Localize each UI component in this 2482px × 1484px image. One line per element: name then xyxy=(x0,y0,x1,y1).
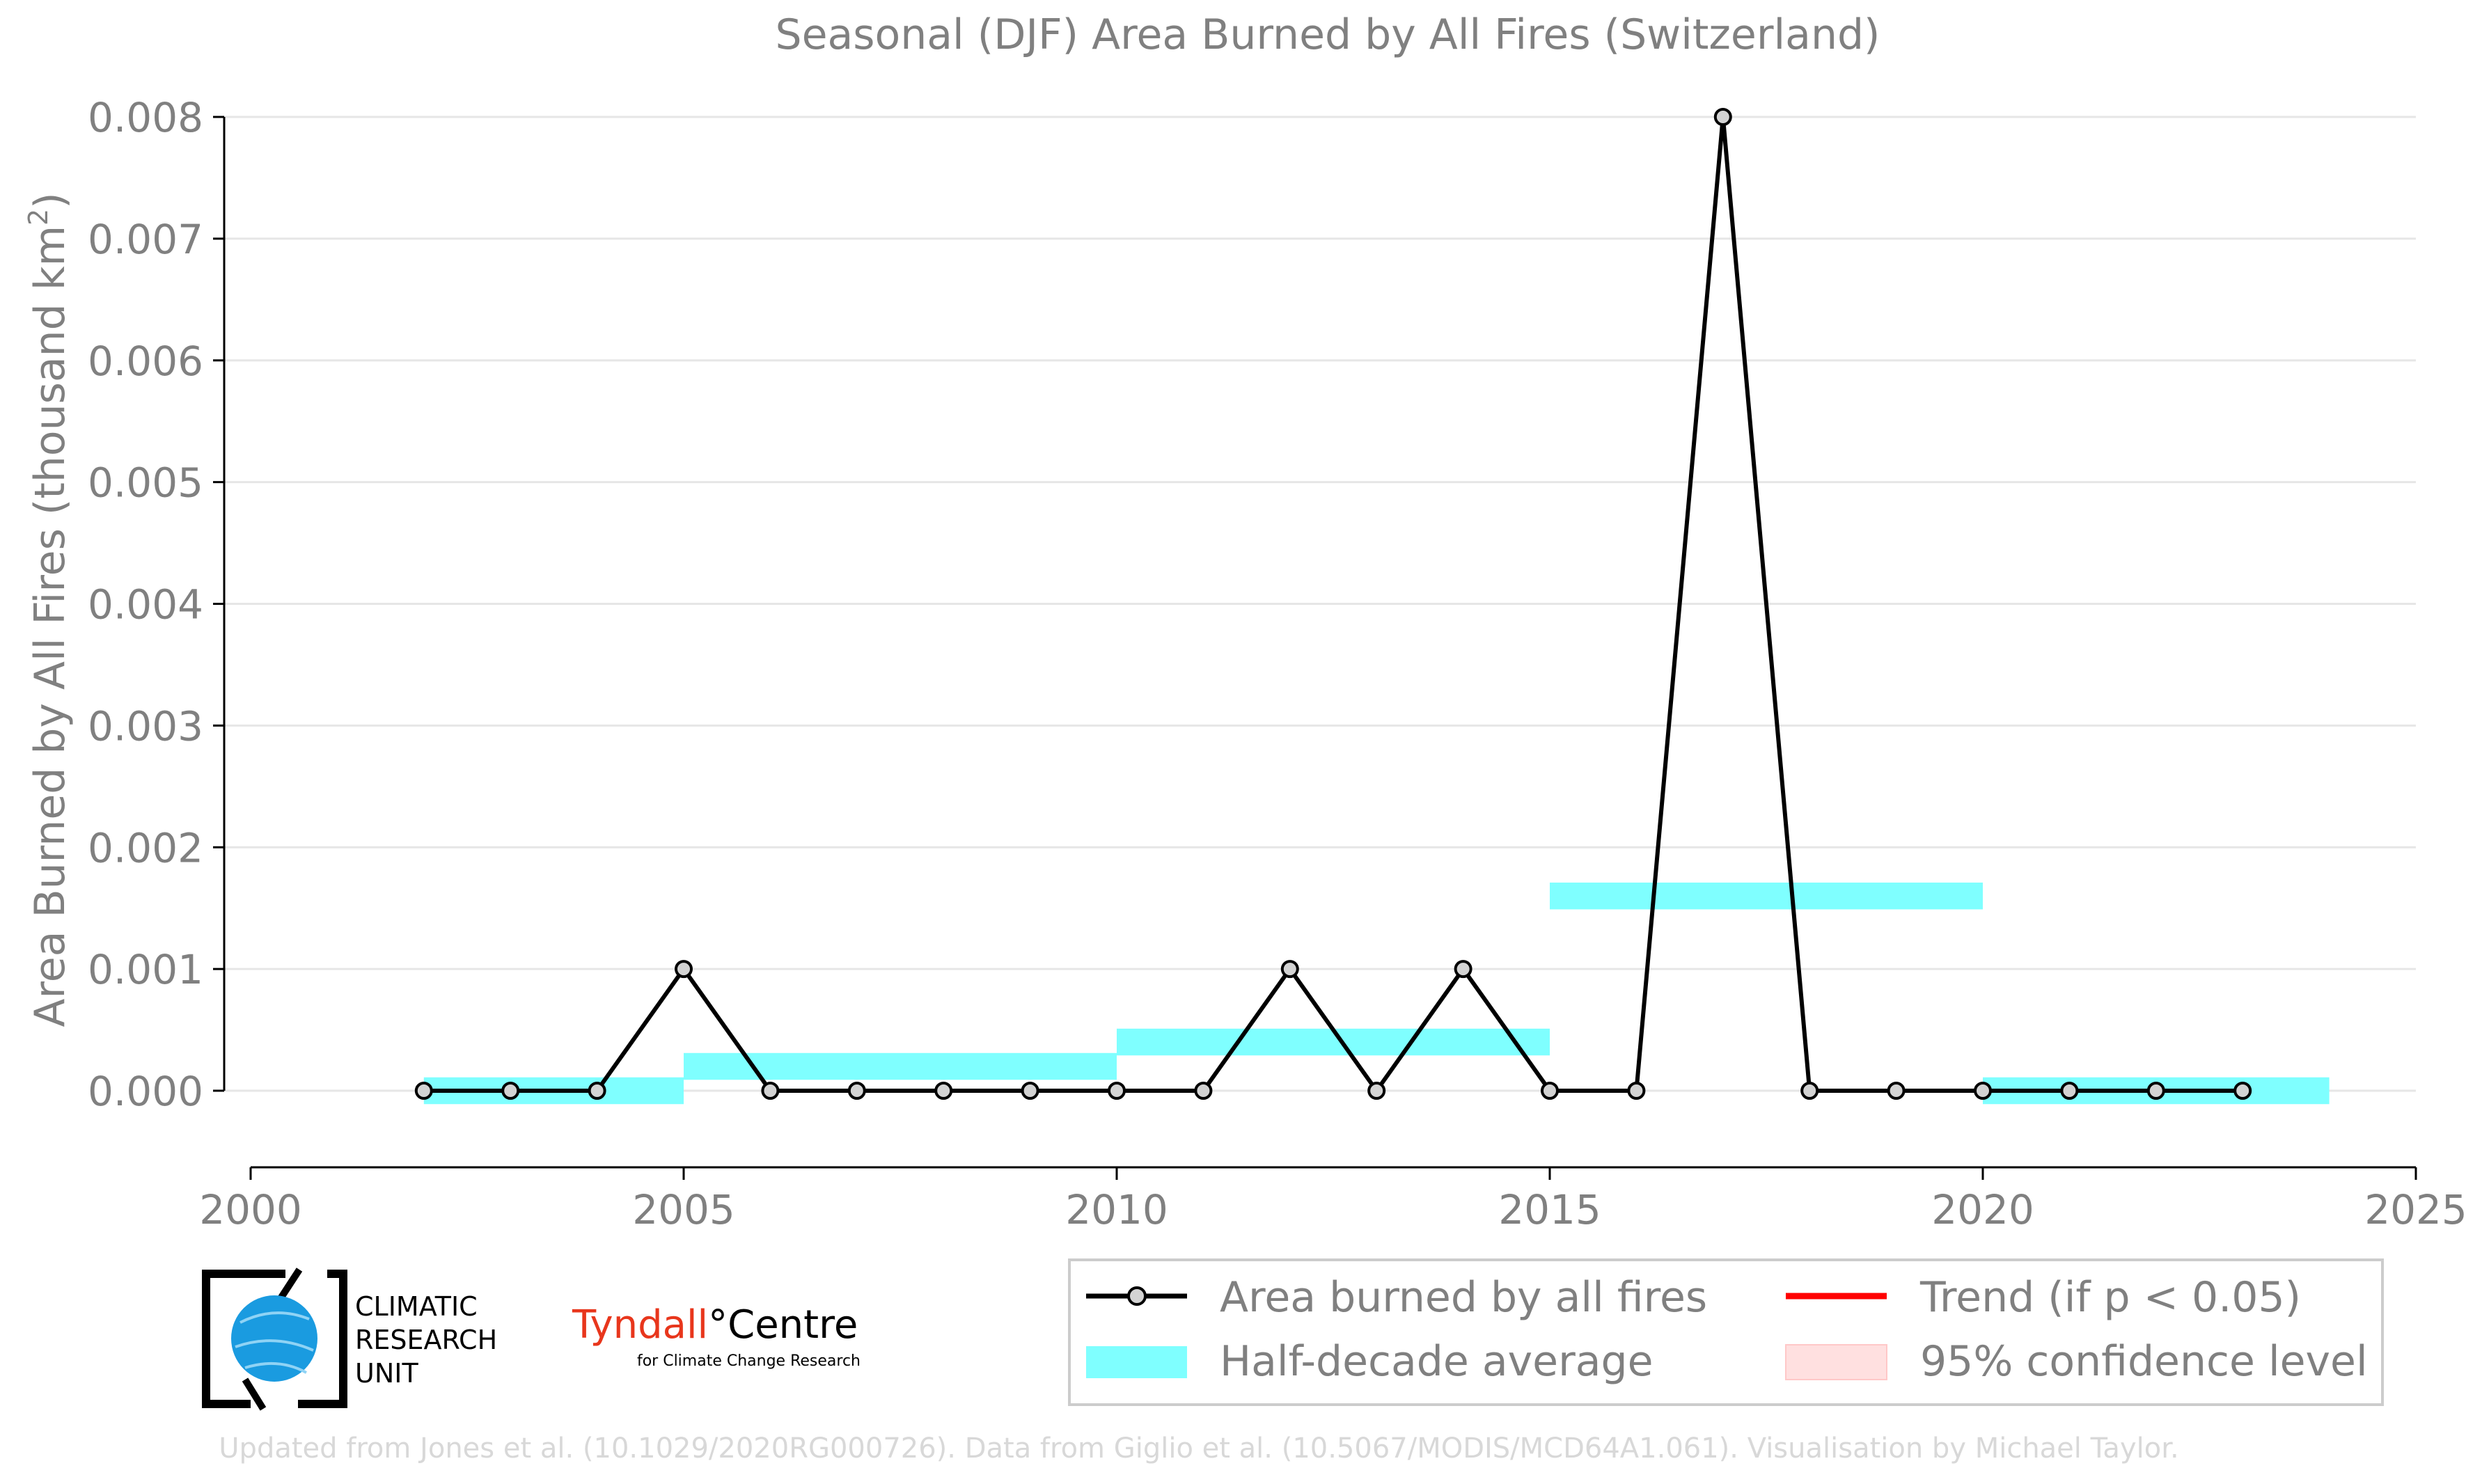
data-point xyxy=(934,1082,953,1100)
legend-label-area-burned: Area burned by all fires xyxy=(1220,1273,1707,1322)
x-tick-label: 2005 xyxy=(632,1186,735,1233)
y-tick-label: 0.004 xyxy=(88,581,203,629)
data-point xyxy=(588,1082,606,1100)
y-tick-label: 0.007 xyxy=(88,216,203,263)
y-tick-label: 0.001 xyxy=(88,946,203,993)
legend-swatch-confidence xyxy=(1785,1344,1887,1380)
cru-frame-icon xyxy=(202,1270,347,1408)
half-decade-average-band xyxy=(684,1052,1117,1080)
data-point xyxy=(1021,1082,1039,1100)
series-lines xyxy=(423,116,2243,1095)
y-tick-label: 0.003 xyxy=(88,702,203,750)
tyndall-degree: ° xyxy=(708,1302,728,1348)
data-point xyxy=(2233,1082,2252,1100)
data-point xyxy=(847,1082,866,1100)
cru-text-line-1: CLIMATIC xyxy=(355,1291,478,1322)
data-point xyxy=(414,1082,433,1100)
y-tick-label: 0.008 xyxy=(88,94,203,141)
tyndall-wordmark: Tyndall°Centre xyxy=(572,1302,858,1348)
data-point xyxy=(1108,1082,1126,1100)
series-line xyxy=(423,116,2243,1095)
y-axis-label-sup: 2 xyxy=(23,209,54,226)
data-point xyxy=(1541,1082,1559,1100)
y-tick-label: 0.002 xyxy=(88,824,203,871)
x-tick-label: 2015 xyxy=(1498,1186,1601,1233)
legend: Area burned by all fires Trend (if p < 0… xyxy=(1068,1258,2384,1406)
cru-text-line-3: UNIT xyxy=(355,1358,418,1389)
y-tick-label: 0.006 xyxy=(88,338,203,385)
data-point xyxy=(1800,1082,1819,1100)
x-tick-label: 2010 xyxy=(1065,1186,1168,1233)
data-point xyxy=(1367,1082,1386,1100)
cru-globe-icon xyxy=(231,1295,317,1382)
tyndall-logo: Tyndall°Centre for Climate Change Resear… xyxy=(572,1302,861,1370)
x-tick-label: 2025 xyxy=(2364,1186,2467,1233)
y-axis-label-main: Area Burned by All Fires (thousand km xyxy=(26,226,74,1027)
legend-marker-area-burned xyxy=(1127,1286,1147,1306)
data-point xyxy=(1280,960,1299,979)
chart-title: Seasonal (DJF) Area Burned by All Fires … xyxy=(776,10,1880,59)
data-point xyxy=(1194,1082,1213,1100)
data-point xyxy=(1454,960,1472,979)
tyndall-centre: Centre xyxy=(728,1302,858,1348)
y-tick-label: 0.000 xyxy=(88,1068,203,1115)
cru-text-line-2: RESEARCH xyxy=(355,1325,497,1355)
data-point xyxy=(2060,1082,2079,1100)
legend-label-confidence: 95% confidence level xyxy=(1920,1337,2368,1386)
y-axis-label: Area Burned by All Fires (thousand km2) xyxy=(23,192,74,1027)
data-point xyxy=(501,1082,520,1100)
x-tick-label: 2000 xyxy=(199,1186,302,1233)
footer-credit: Updated from Jones et al. (10.1029/2020R… xyxy=(219,1432,2178,1465)
half-decade-average-band xyxy=(1550,882,1983,910)
data-point xyxy=(675,960,693,979)
legend-label-trend: Trend (if p < 0.05) xyxy=(1919,1273,2301,1322)
series-points xyxy=(414,108,2252,1100)
gridlines xyxy=(224,116,2416,1092)
x-tick-label: 2020 xyxy=(1931,1186,2034,1233)
cru-globe-lines-icon xyxy=(235,1311,314,1374)
data-point xyxy=(1887,1082,1906,1100)
tyndall-word: Tyndall xyxy=(572,1302,708,1348)
legend-box xyxy=(1068,1258,2384,1406)
data-point xyxy=(1713,108,1732,126)
data-point xyxy=(2146,1082,2165,1100)
data-point xyxy=(761,1082,780,1100)
y-axis-ticks: 0.000 0.001 0.002 0.003 0.004 0.005 0.006 0.007… xyxy=(88,94,224,1115)
y-tick-label: 0.005 xyxy=(88,459,203,507)
data-point xyxy=(1974,1082,1992,1100)
cru-logo: CLIMATIC RESEARCH UNIT xyxy=(202,1268,497,1411)
x-axis-ticks: 2000 2005 2010 2015 2020 2025 xyxy=(199,1167,2467,1233)
data-point xyxy=(1627,1082,1646,1100)
half-decade-average-bands xyxy=(423,882,2330,1105)
y-axis-label-close: ) xyxy=(26,192,74,208)
tyndall-subtitle: for Climate Change Research xyxy=(637,1352,861,1370)
legend-label-half-decade: Half-decade average xyxy=(1220,1337,1654,1386)
legend-swatch-half-decade xyxy=(1086,1346,1187,1378)
